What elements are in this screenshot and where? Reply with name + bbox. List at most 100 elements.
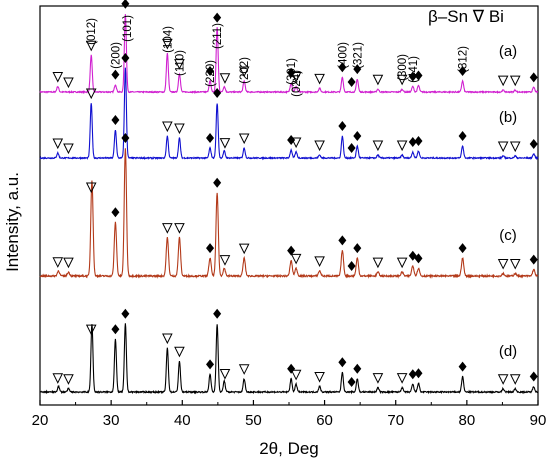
x-tick-label: 80 xyxy=(459,412,476,429)
bi-peak-marker xyxy=(85,182,97,194)
sn-peak-marker xyxy=(121,133,130,143)
sn-peak-marker xyxy=(458,131,467,141)
bi-peak-marker xyxy=(63,143,74,155)
bi-peak-marker xyxy=(162,333,173,345)
bi-peak-marker xyxy=(509,258,521,270)
bi-peak-marker xyxy=(219,138,231,149)
sn-peak-marker xyxy=(213,177,222,188)
bi-peak-marker xyxy=(290,369,302,381)
series-line xyxy=(39,148,539,279)
hkl-annotation: (101) xyxy=(122,15,134,42)
sn-peak-marker xyxy=(287,363,296,374)
bi-peak-marker xyxy=(497,374,509,385)
series-line xyxy=(39,14,539,95)
hkl-annotation: (012) xyxy=(86,18,98,45)
bi-peak-marker xyxy=(52,138,64,150)
sn-peak-marker xyxy=(206,359,215,370)
bi-peak-marker xyxy=(497,258,509,270)
hkl-annotation: (024) xyxy=(291,70,303,97)
sn-peak-marker xyxy=(408,369,417,380)
series-label: (d) xyxy=(499,343,517,360)
sn-peak-marker xyxy=(414,70,423,81)
bi-peak-marker xyxy=(162,121,173,133)
hkl-annotation: (400) xyxy=(337,42,349,69)
bi-peak-marker xyxy=(52,71,64,83)
x-tick-label: 40 xyxy=(174,412,191,429)
x-tick-label: 70 xyxy=(387,412,404,429)
bi-peak-marker xyxy=(162,38,173,50)
sn-peak-marker xyxy=(529,139,538,149)
plot-area: (a) (b) (c) (d) (012) (101)(200) (104)(110) (22… xyxy=(39,0,539,406)
bi-peak-marker xyxy=(174,123,185,135)
bi-peak-marker xyxy=(52,373,64,384)
bi-peak-marker xyxy=(174,59,185,70)
legend: β–Sn ∇ Bi xyxy=(428,7,504,26)
x-axis: 20 30 40 50 60 70 80 90 xyxy=(32,400,546,429)
sn-peak-marker xyxy=(121,308,130,319)
sn-peak-marker xyxy=(213,308,222,319)
sn-peak-marker xyxy=(347,143,356,153)
sn-peak-marker xyxy=(111,324,120,335)
bi-peak-marker xyxy=(219,368,231,380)
sn-peak-marker xyxy=(529,254,538,265)
bi-peak-marker xyxy=(85,88,97,100)
bi-peak-marker xyxy=(238,364,250,375)
series-line xyxy=(39,67,539,161)
sn-peak-marker xyxy=(458,361,467,372)
sn-peak-marker xyxy=(353,131,362,141)
bi-peak-marker xyxy=(372,74,384,86)
bi-peak-marker xyxy=(174,223,185,234)
bi-peak-marker xyxy=(509,374,521,385)
bi-peak-marker xyxy=(497,141,509,153)
sn-peak-marker xyxy=(458,243,467,254)
hkl-annotation: (200) xyxy=(110,42,122,69)
bi-peak-marker xyxy=(372,373,384,384)
hkl-annotation: (220) xyxy=(205,60,217,87)
series-label: (b) xyxy=(499,109,517,126)
sn-peak-marker xyxy=(206,243,215,254)
bi-peak-marker xyxy=(396,257,408,269)
x-tick-label: 30 xyxy=(103,412,120,429)
sn-peak-marker xyxy=(408,250,417,261)
sn-peak-marker xyxy=(111,207,120,218)
bi-peak-marker xyxy=(290,137,302,149)
sn-peak-marker xyxy=(414,368,423,379)
sn-peak-marker xyxy=(414,136,423,146)
bi-peak-marker xyxy=(85,324,97,336)
sn-peak-marker xyxy=(353,64,362,75)
hkl-annotation: (211) xyxy=(212,23,224,49)
hkl-annotation: (312) xyxy=(458,46,470,73)
bi-peak-marker xyxy=(314,372,325,383)
bi-peak-marker xyxy=(290,71,302,83)
bi-peak-marker xyxy=(162,223,173,234)
x-tick-label: 50 xyxy=(245,412,262,429)
sn-peak-marker xyxy=(414,253,423,264)
x-tick-label: 20 xyxy=(32,412,49,429)
sn-peak-marker xyxy=(353,363,362,374)
hkl-annotation: (301) xyxy=(286,58,298,85)
hkl-annotation: (202) xyxy=(239,57,251,84)
bi-peak-marker xyxy=(509,141,521,153)
bi-peak-marker xyxy=(63,374,74,385)
sn-peak-marker xyxy=(287,245,296,256)
sn-peak-marker xyxy=(111,69,120,80)
bi-peak-marker xyxy=(290,253,302,265)
sn-peak-marker xyxy=(529,371,538,382)
x-tick-label: 60 xyxy=(316,412,333,429)
bi-peak-marker xyxy=(238,133,250,145)
series-line xyxy=(39,323,539,395)
bi-peak-marker xyxy=(63,257,74,269)
sn-peak-marker xyxy=(111,115,120,125)
sn-peak-marker xyxy=(121,53,130,63)
sn-peak-marker xyxy=(458,65,467,76)
sn-peak-marker xyxy=(338,357,347,368)
bi-peak-marker xyxy=(314,140,325,152)
hkl-annotation: (104) xyxy=(162,26,174,53)
sn-peak-marker xyxy=(347,260,356,271)
sn-peak-marker xyxy=(338,62,347,73)
sn-peak-marker xyxy=(529,72,538,83)
bi-peak-marker xyxy=(396,74,408,86)
sn-peak-marker xyxy=(213,88,222,98)
bi-peak-marker xyxy=(52,257,64,268)
